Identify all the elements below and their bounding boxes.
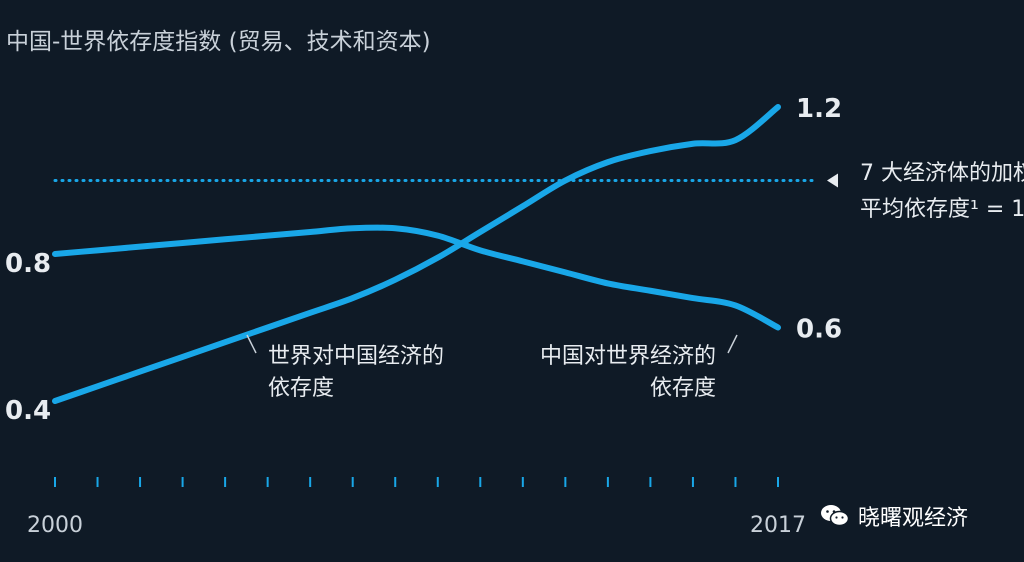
series-line-1: [52, 224, 781, 331]
watermark: 晓曙观经济: [820, 500, 968, 532]
x-axis-ticks: 2000 2017: [27, 477, 806, 538]
series-0-end-label: 1.2: [796, 94, 842, 124]
watermark-text: 晓曙观经济: [858, 506, 969, 531]
annotation-1-pointer: [727, 334, 738, 354]
series-0-start-label: 0.4: [5, 396, 51, 426]
reference-pointer: [827, 173, 838, 188]
reference-label-line-1: 平均依存度¹ = 1.0: [860, 197, 1024, 222]
annotation-1-line-1: 依存度: [650, 376, 716, 401]
chart-title: 中国-世界依存度指数 (贸易、技术和资本): [6, 29, 431, 55]
wechat-icon: [821, 505, 850, 527]
x-tick-label-2017: 2017: [750, 513, 806, 538]
annotation-1-line-0: 中国对世界经济的: [540, 344, 716, 369]
reference-label-line-0: 7 大经济体的加权: [860, 161, 1024, 186]
x-tick-label-2000: 2000: [27, 513, 83, 538]
annotation-0-line-0: 世界对中国经济的: [268, 344, 444, 369]
series-line-0: [52, 104, 781, 404]
series-group: [52, 104, 781, 404]
series-1-end-label: 0.6: [796, 315, 842, 345]
series-1-start-label: 0.8: [5, 249, 51, 279]
annotation-0-line-1: 依存度: [268, 376, 334, 401]
annotation-0-pointer: [246, 334, 257, 354]
